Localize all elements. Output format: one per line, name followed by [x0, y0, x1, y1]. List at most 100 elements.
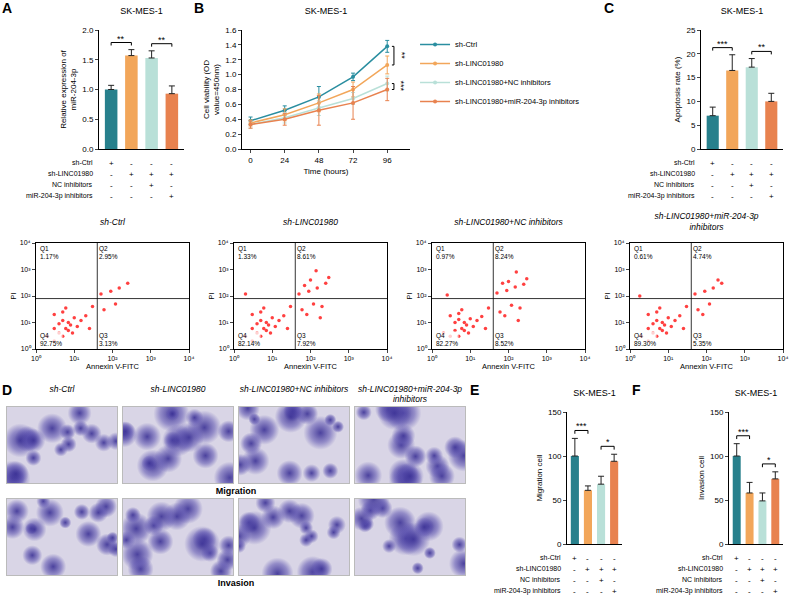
svg-text:10⁴: 10⁴: [184, 355, 195, 362]
svg-text:Q482.14%: Q482.14%: [238, 332, 260, 347]
svg-text:10³: 10³: [218, 266, 229, 273]
svg-text:+: +: [599, 576, 604, 585]
svg-text:10⁴: 10⁴: [218, 239, 229, 246]
svg-text:Invasion cell: Invasion cell: [697, 456, 706, 500]
svg-text:-: -: [150, 192, 153, 201]
svg-text:**: **: [397, 52, 407, 60]
svg-text:+: +: [149, 181, 154, 190]
svg-text:-: -: [735, 565, 738, 574]
svg-text:-: -: [711, 170, 714, 179]
svg-text:10³: 10³: [344, 355, 355, 362]
svg-text:-: -: [748, 576, 751, 585]
svg-text:1.6: 1.6: [225, 26, 237, 35]
svg-text:0.4: 0.4: [225, 115, 237, 124]
svg-text:-: -: [150, 159, 153, 168]
svg-text:0: 0: [719, 540, 724, 549]
svg-text:10⁰: 10⁰: [427, 355, 438, 362]
svg-text:10¹: 10¹: [218, 319, 229, 326]
svg-text:2.0: 2.0: [82, 26, 94, 35]
svg-text:10²: 10²: [107, 355, 118, 362]
svg-text:25: 25: [686, 26, 695, 35]
svg-text:-: -: [731, 192, 734, 201]
svg-text:-: -: [586, 554, 589, 563]
svg-text:sh-LINC01980: sh-LINC01980: [48, 170, 93, 177]
svg-text:+: +: [612, 587, 617, 596]
svg-text:-: -: [110, 170, 113, 179]
svg-text:-: -: [613, 554, 616, 563]
svg-text:10²: 10²: [305, 355, 316, 362]
svg-text:10³: 10³: [542, 355, 553, 362]
svg-text:Apoptosis rate (%): Apoptosis rate (%): [673, 56, 682, 122]
svg-text:SK-MES-1: SK-MES-1: [573, 388, 616, 398]
svg-text:PI: PI: [603, 292, 612, 299]
svg-text:sh-LINC01980+miR-204-3p inhibi: sh-LINC01980+miR-204-3p inhibitors: [455, 97, 579, 106]
svg-text:SK-MES-1: SK-MES-1: [120, 6, 163, 16]
svg-text:-: -: [600, 587, 603, 596]
svg-text:10¹: 10¹: [663, 355, 674, 362]
svg-text:0.2: 0.2: [225, 130, 237, 139]
svg-text:Time (hours): Time (hours): [303, 167, 348, 176]
svg-text:-: -: [750, 192, 753, 201]
svg-text:10⁴: 10⁴: [20, 239, 31, 246]
svg-text:+: +: [773, 565, 778, 574]
svg-text:150: 150: [548, 408, 562, 417]
svg-text:Q38.52%: Q38.52%: [495, 332, 514, 347]
svg-text:-: -: [130, 159, 133, 168]
svg-text:sh-Ctrl: sh-Ctrl: [100, 217, 126, 227]
svg-text:sh-Ctrl: sh-Ctrl: [702, 554, 723, 561]
svg-text:Annexin V-FITC: Annexin V-FITC: [680, 362, 734, 371]
svg-text:+: +: [585, 565, 590, 574]
svg-text:1.0: 1.0: [82, 85, 94, 94]
svg-text:0.0: 0.0: [82, 145, 94, 154]
svg-text:10⁴: 10⁴: [614, 239, 625, 246]
svg-text:NC inhibitors: NC inhibitors: [520, 576, 561, 583]
svg-text:10²: 10²: [218, 292, 229, 299]
svg-text:Relative expression ofmiR-204-: Relative expression ofmiR-204-3p: [59, 49, 78, 128]
svg-text:150: 150: [710, 408, 724, 417]
svg-text:-: -: [750, 159, 753, 168]
svg-text:-: -: [731, 159, 734, 168]
svg-text:Q24.74%: Q24.74%: [693, 245, 712, 260]
svg-text:20: 20: [686, 50, 695, 59]
svg-text:10²: 10²: [614, 292, 625, 299]
svg-text:0.8: 0.8: [225, 85, 237, 94]
svg-text:SK-MES-1: SK-MES-1: [735, 388, 778, 398]
svg-text:NC inhibitors: NC inhibitors: [52, 181, 93, 188]
svg-text:10⁰: 10⁰: [21, 345, 32, 352]
svg-text:50: 50: [714, 496, 723, 505]
svg-text:Q10.61%: Q10.61%: [634, 245, 653, 260]
svg-text:+: +: [769, 170, 774, 179]
svg-text:miR-204-3p inhibitors: miR-204-3p inhibitors: [494, 587, 561, 595]
svg-text:+: +: [612, 565, 617, 574]
svg-text:+: +: [169, 170, 174, 179]
svg-text:96: 96: [383, 156, 392, 165]
svg-text:Q492.75%: Q492.75%: [40, 332, 62, 347]
svg-text:0: 0: [557, 540, 562, 549]
svg-text:+: +: [149, 170, 154, 179]
svg-text:Q37.92%: Q37.92%: [297, 332, 316, 347]
svg-text:SK-MES-1: SK-MES-1: [305, 6, 348, 16]
svg-text:1.5: 1.5: [82, 56, 94, 65]
svg-text:-: -: [731, 181, 734, 190]
svg-text:-: -: [748, 587, 751, 596]
svg-text:10⁴: 10⁴: [580, 355, 591, 362]
svg-text:sh-LINC01980: sh-LINC01980: [678, 565, 723, 572]
svg-text:10¹: 10¹: [69, 355, 80, 362]
svg-text:10¹: 10¹: [267, 355, 278, 362]
svg-text:0: 0: [248, 156, 253, 165]
svg-text:+: +: [109, 159, 114, 168]
svg-text:+: +: [769, 192, 774, 201]
svg-text:-: -: [761, 554, 764, 563]
svg-text:Q11.33%: Q11.33%: [238, 245, 257, 260]
svg-text:10³: 10³: [146, 355, 157, 362]
svg-text:5: 5: [691, 121, 696, 130]
svg-text:+: +: [773, 587, 778, 596]
svg-text:+: +: [599, 565, 604, 574]
svg-text:sh-LINC01980: sh-LINC01980: [650, 170, 695, 177]
svg-text:100: 100: [548, 452, 562, 461]
svg-text:+: +: [710, 159, 715, 168]
svg-text:-: -: [711, 181, 714, 190]
svg-text:-: -: [573, 576, 576, 585]
svg-text:-: -: [170, 159, 173, 168]
svg-text:Q11.17%: Q11.17%: [40, 245, 59, 260]
